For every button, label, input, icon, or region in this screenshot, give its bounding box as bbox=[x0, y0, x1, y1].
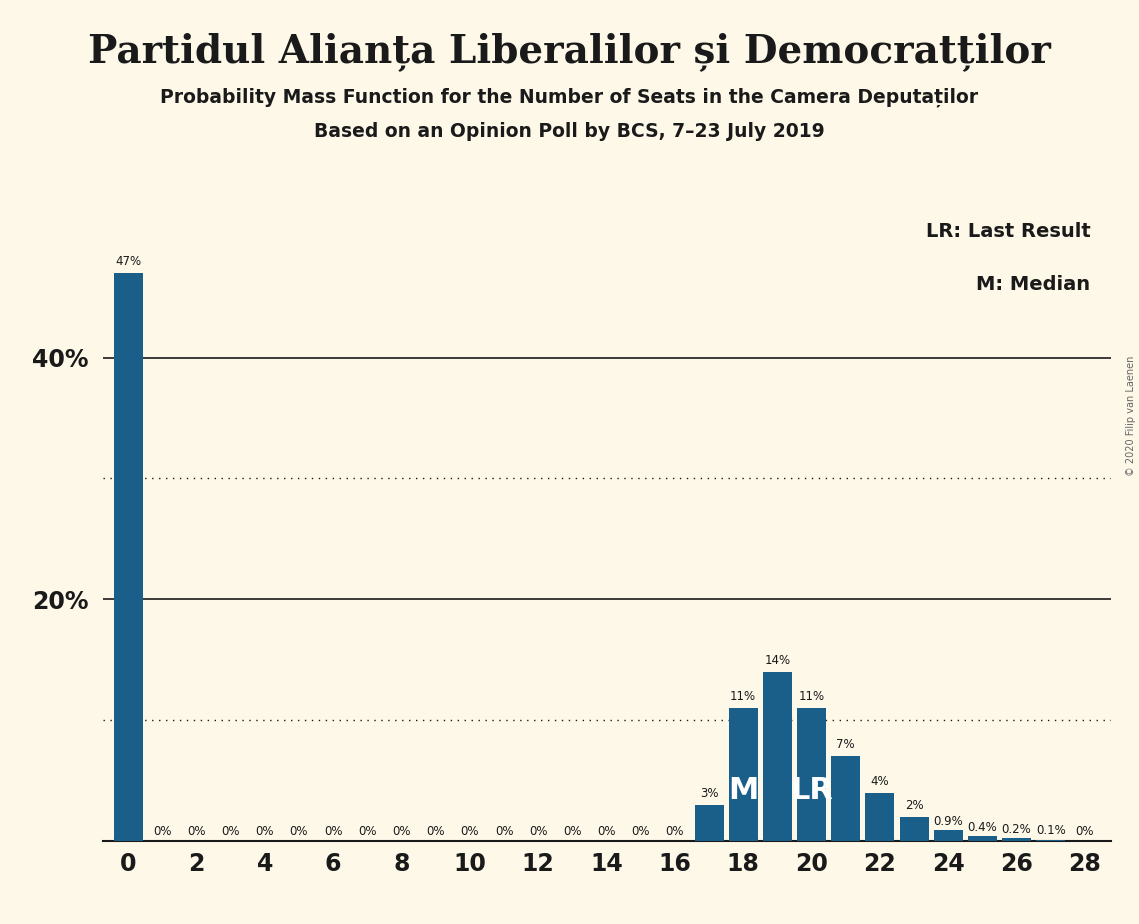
Text: 0%: 0% bbox=[597, 825, 616, 838]
Text: 0%: 0% bbox=[289, 825, 309, 838]
Text: Based on an Opinion Poll by BCS, 7–23 July 2019: Based on an Opinion Poll by BCS, 7–23 Ju… bbox=[314, 122, 825, 141]
Text: 0%: 0% bbox=[665, 825, 685, 838]
Bar bbox=[831, 756, 860, 841]
Text: M: Median: M: Median bbox=[976, 275, 1090, 295]
Text: M: M bbox=[728, 776, 759, 805]
Bar bbox=[729, 708, 757, 841]
Text: © 2020 Filip van Laenen: © 2020 Filip van Laenen bbox=[1126, 356, 1136, 476]
Text: 0.1%: 0.1% bbox=[1035, 824, 1066, 837]
Text: 0%: 0% bbox=[426, 825, 445, 838]
Text: LR: LR bbox=[790, 776, 833, 805]
Text: 0%: 0% bbox=[323, 825, 343, 838]
Text: 7%: 7% bbox=[836, 738, 855, 751]
Bar bbox=[1036, 840, 1065, 841]
Text: 0%: 0% bbox=[187, 825, 206, 838]
Text: Probability Mass Function for the Number of Seats in the Camera Deputaților: Probability Mass Function for the Number… bbox=[161, 88, 978, 107]
Bar bbox=[114, 273, 142, 841]
Text: 4%: 4% bbox=[870, 774, 890, 787]
Text: 0%: 0% bbox=[153, 825, 172, 838]
Text: 11%: 11% bbox=[730, 690, 756, 703]
Text: Partidul Alianța Liberalilor și Democratților: Partidul Alianța Liberalilor și Democrat… bbox=[88, 32, 1051, 71]
Bar bbox=[695, 805, 723, 841]
Text: LR: Last Result: LR: Last Result bbox=[926, 222, 1090, 241]
Text: 0%: 0% bbox=[1075, 825, 1095, 838]
Text: 0%: 0% bbox=[563, 825, 582, 838]
Text: 0%: 0% bbox=[255, 825, 274, 838]
Text: 0.9%: 0.9% bbox=[933, 815, 964, 828]
Text: 14%: 14% bbox=[764, 654, 790, 667]
Text: 2%: 2% bbox=[904, 799, 924, 812]
Bar bbox=[934, 830, 962, 841]
Text: 0%: 0% bbox=[494, 825, 514, 838]
Text: 0.2%: 0.2% bbox=[1001, 823, 1032, 836]
Bar bbox=[900, 817, 928, 841]
Text: 11%: 11% bbox=[798, 690, 825, 703]
Text: 0%: 0% bbox=[358, 825, 377, 838]
Text: 0%: 0% bbox=[460, 825, 480, 838]
Text: 0%: 0% bbox=[221, 825, 240, 838]
Text: 3%: 3% bbox=[699, 786, 719, 800]
Text: 0.4%: 0.4% bbox=[967, 821, 998, 833]
Text: 0%: 0% bbox=[528, 825, 548, 838]
Bar bbox=[866, 793, 894, 841]
Text: 47%: 47% bbox=[115, 255, 141, 268]
Text: 0%: 0% bbox=[392, 825, 411, 838]
Bar bbox=[763, 672, 792, 841]
Bar bbox=[968, 836, 997, 841]
Bar bbox=[1002, 838, 1031, 841]
Bar bbox=[797, 708, 826, 841]
Text: 0%: 0% bbox=[631, 825, 650, 838]
